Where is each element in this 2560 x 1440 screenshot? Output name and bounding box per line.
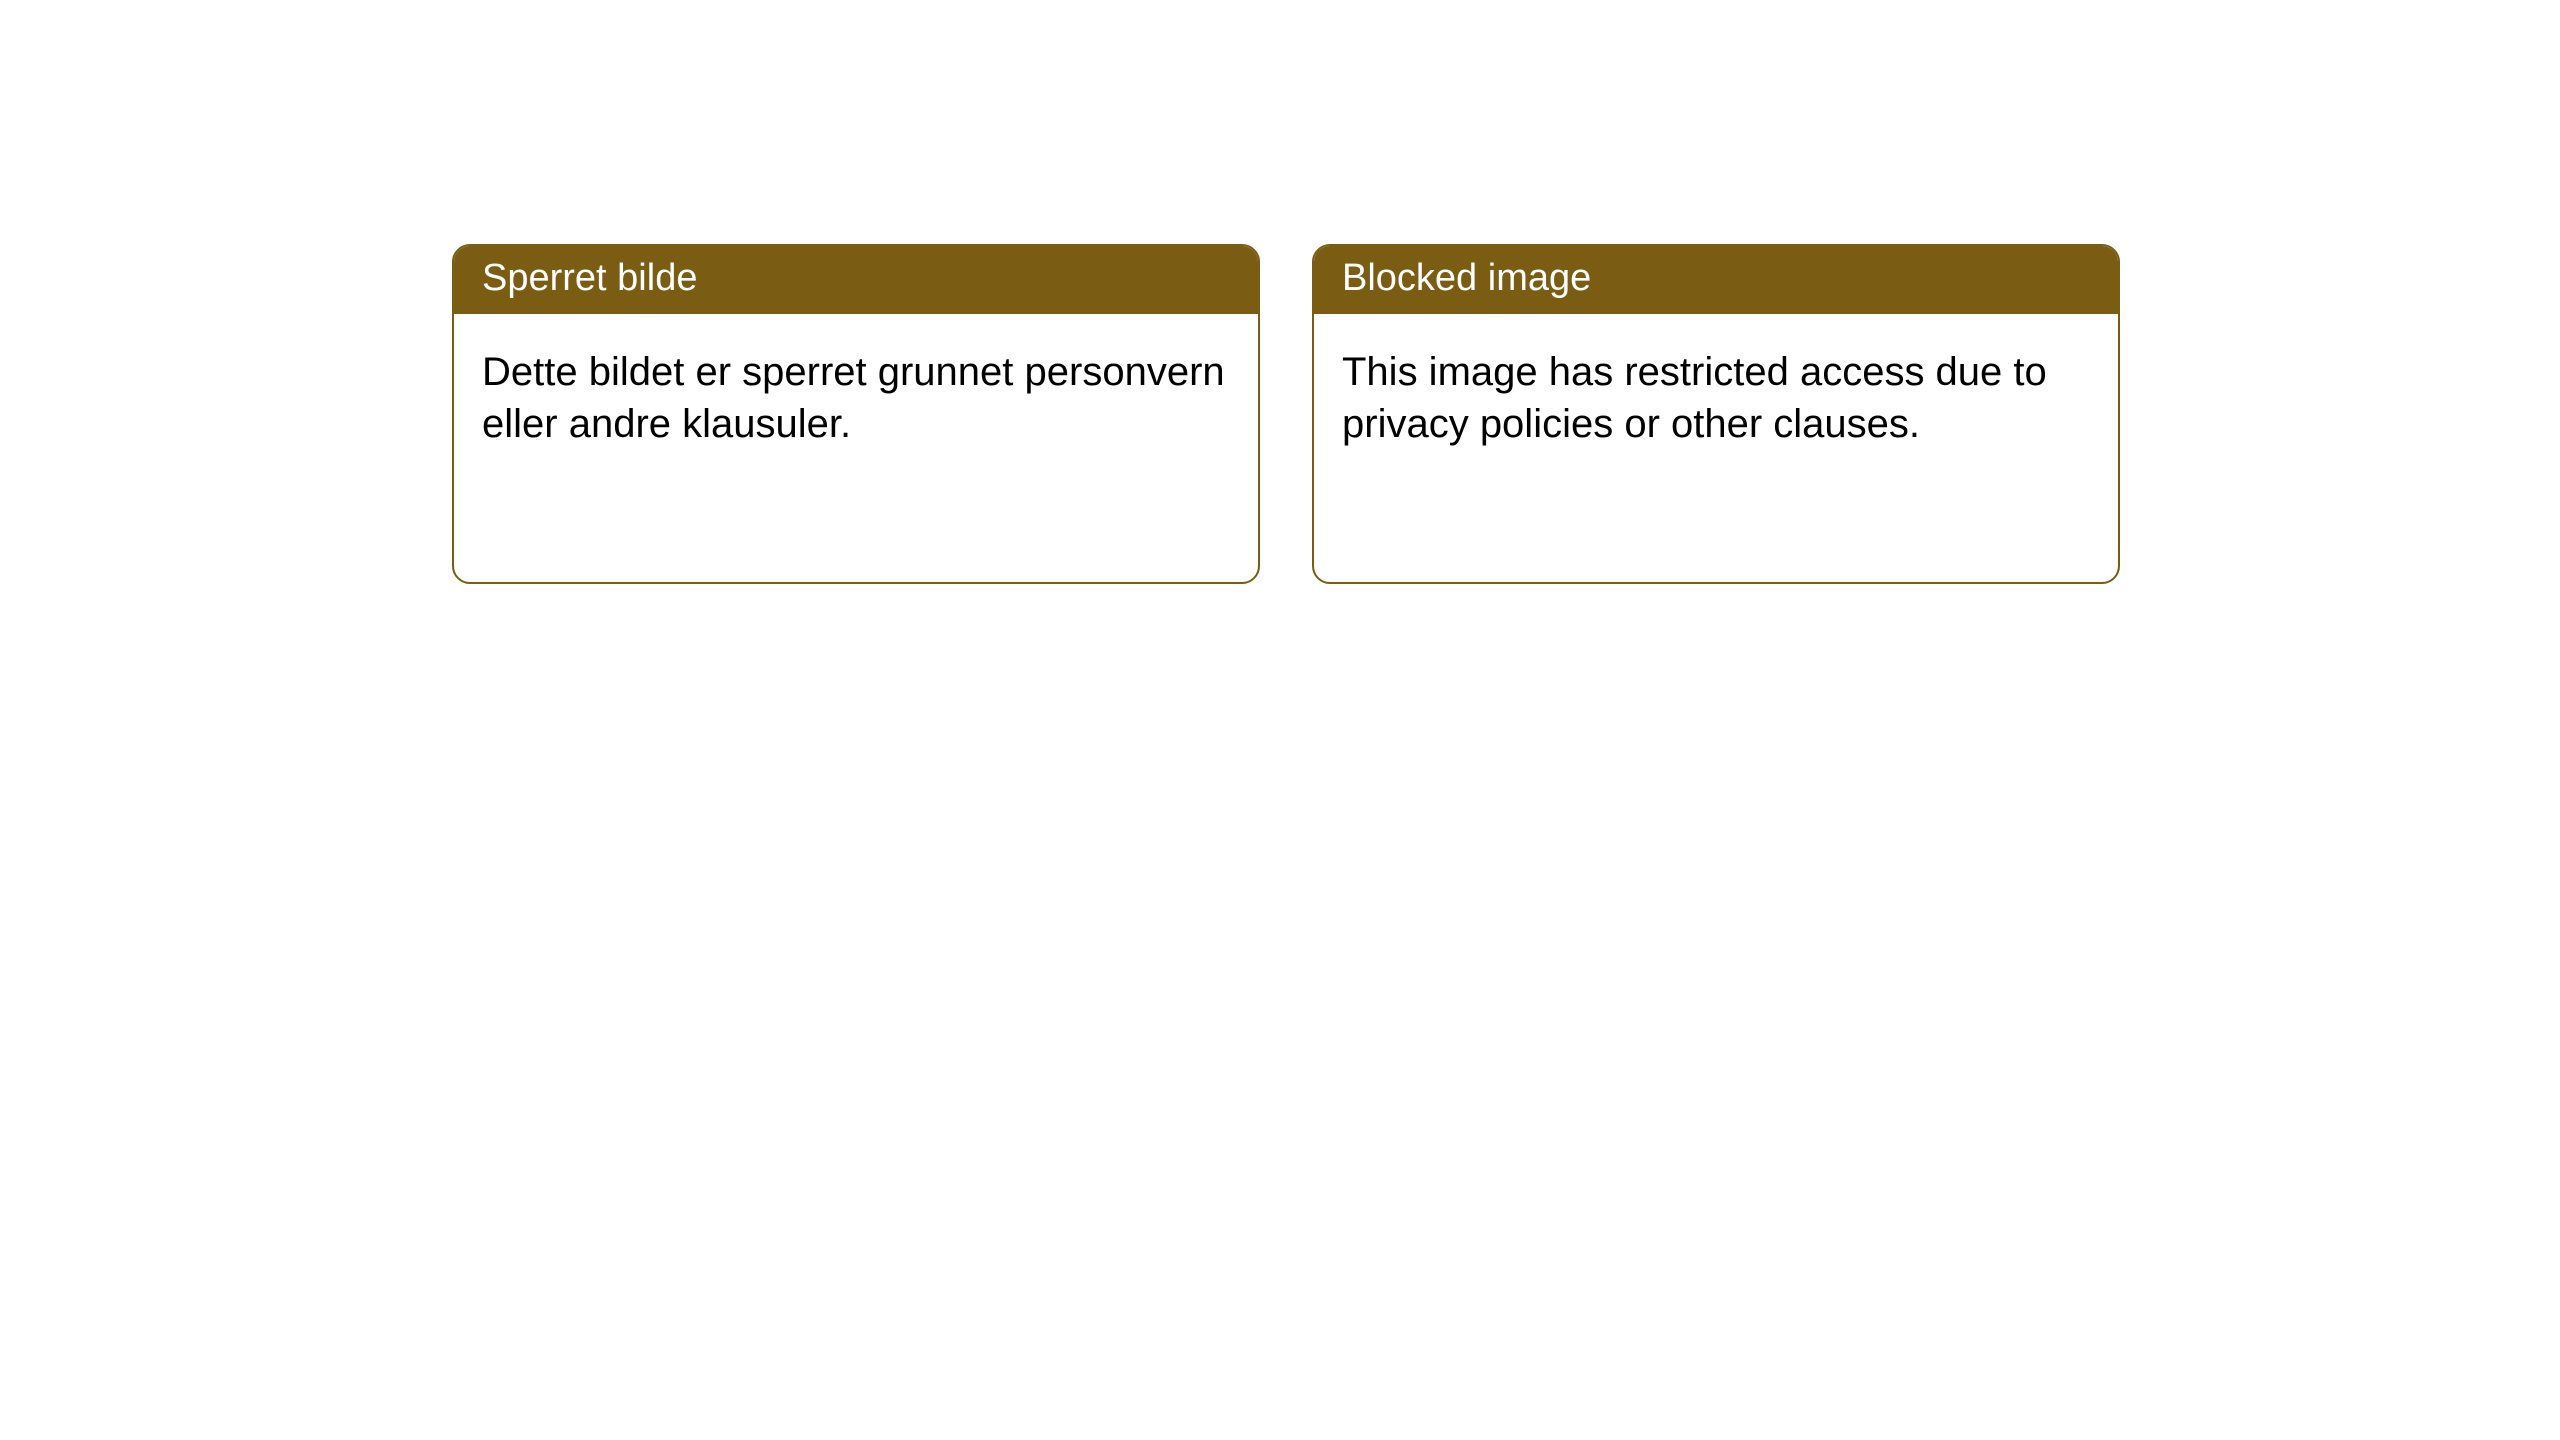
notice-body-english: This image has restricted access due to … bbox=[1314, 314, 2118, 480]
notice-card-norwegian: Sperret bilde Dette bildet er sperret gr… bbox=[452, 244, 1260, 584]
notice-card-english: Blocked image This image has restricted … bbox=[1312, 244, 2120, 584]
notice-title-norwegian: Sperret bilde bbox=[454, 246, 1258, 314]
notice-body-norwegian: Dette bildet er sperret grunnet personve… bbox=[454, 314, 1258, 480]
notice-container: Sperret bilde Dette bildet er sperret gr… bbox=[0, 0, 2560, 584]
notice-title-english: Blocked image bbox=[1314, 246, 2118, 314]
